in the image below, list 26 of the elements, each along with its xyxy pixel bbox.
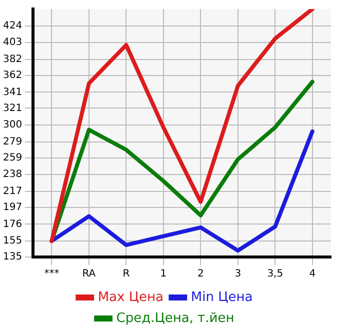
y-tick-label: 155 (2, 236, 22, 247)
legend-label: Сред.Цена, т.йен (116, 310, 234, 326)
y-tick-label: 300 (2, 120, 22, 131)
y-tick-label: 403 (2, 37, 22, 48)
y-tick-label: 341 (2, 86, 22, 98)
y-tick-label: 197 (2, 202, 22, 213)
x-tick-label: 1 (160, 268, 167, 280)
y-tick-label: 176 (2, 218, 22, 230)
x-tick-label: RA (82, 268, 96, 280)
x-tick-label: 4 (309, 268, 316, 280)
y-tick-label: 259 (2, 152, 22, 164)
y-tick-label: 382 (2, 54, 22, 65)
y-tick-label: 217 (2, 186, 22, 197)
y-tick-label: 424 (2, 20, 22, 32)
y-tick-label: 362 (2, 70, 22, 81)
x-tick-label: 2 (197, 268, 204, 280)
y-tick-label: 238 (2, 169, 22, 180)
y-tick-label: 135 (2, 252, 22, 263)
x-tick-label: 3 (234, 268, 242, 280)
y-tick-label: 321 (2, 102, 22, 114)
x-tick-label: *** (44, 268, 60, 280)
y-tick-label: 279 (2, 136, 22, 148)
legend-label: Max Цена (98, 290, 164, 305)
x-tick-label: R (122, 268, 130, 280)
legend-label: Min Цена (190, 290, 253, 305)
x-tick-label: 3,5 (267, 268, 284, 280)
